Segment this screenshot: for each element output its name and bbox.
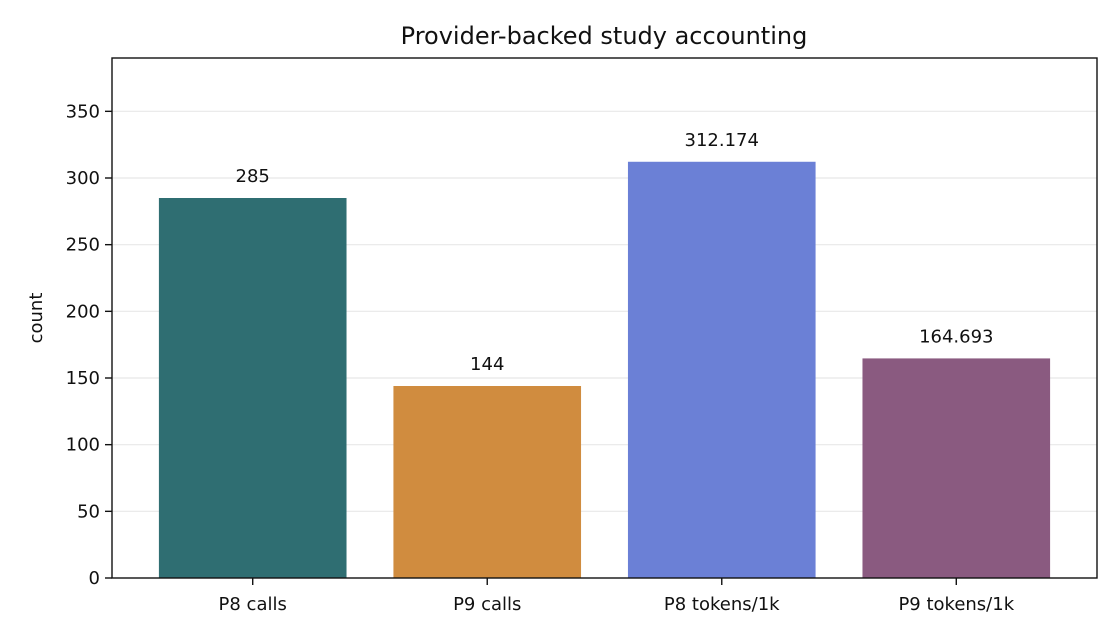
y-tick-label: 350 <box>66 101 100 122</box>
bar-value-label: 312.174 <box>685 130 759 151</box>
y-tick-label: 200 <box>66 301 100 322</box>
bar-value-label: 164.693 <box>919 326 993 347</box>
bar <box>393 386 582 578</box>
x-tick-label: P8 calls <box>219 594 287 615</box>
x-tick-label: P9 calls <box>453 594 521 615</box>
bar-value-label: 144 <box>470 354 504 375</box>
bar-value-label: 285 <box>236 166 270 187</box>
bar <box>862 358 1051 578</box>
y-tick-label: 100 <box>66 435 100 456</box>
y-axis-label: count <box>26 293 47 344</box>
bar <box>158 198 347 578</box>
bar <box>627 161 816 578</box>
data-label-layer: 285 144 312.174 164.693 <box>236 130 994 375</box>
plot-frame <box>111 57 1098 579</box>
y-tick-label: 150 <box>66 368 100 389</box>
y-tick-label: 300 <box>66 168 100 189</box>
x-tick-label: P8 tokens/1k <box>664 594 780 615</box>
chart-title: Provider-backed study accounting <box>401 22 808 50</box>
bar-layer <box>158 161 1051 578</box>
y-tick-label: 50 <box>77 501 100 522</box>
tick-layer: 0 50 100 150 200 250 300 350 P8 calls P9 calls P8 … <box>66 101 1015 615</box>
y-tick-label: 0 <box>89 568 100 589</box>
y-tick-label: 250 <box>66 235 100 256</box>
x-tick-label: P9 tokens/1k <box>898 594 1014 615</box>
